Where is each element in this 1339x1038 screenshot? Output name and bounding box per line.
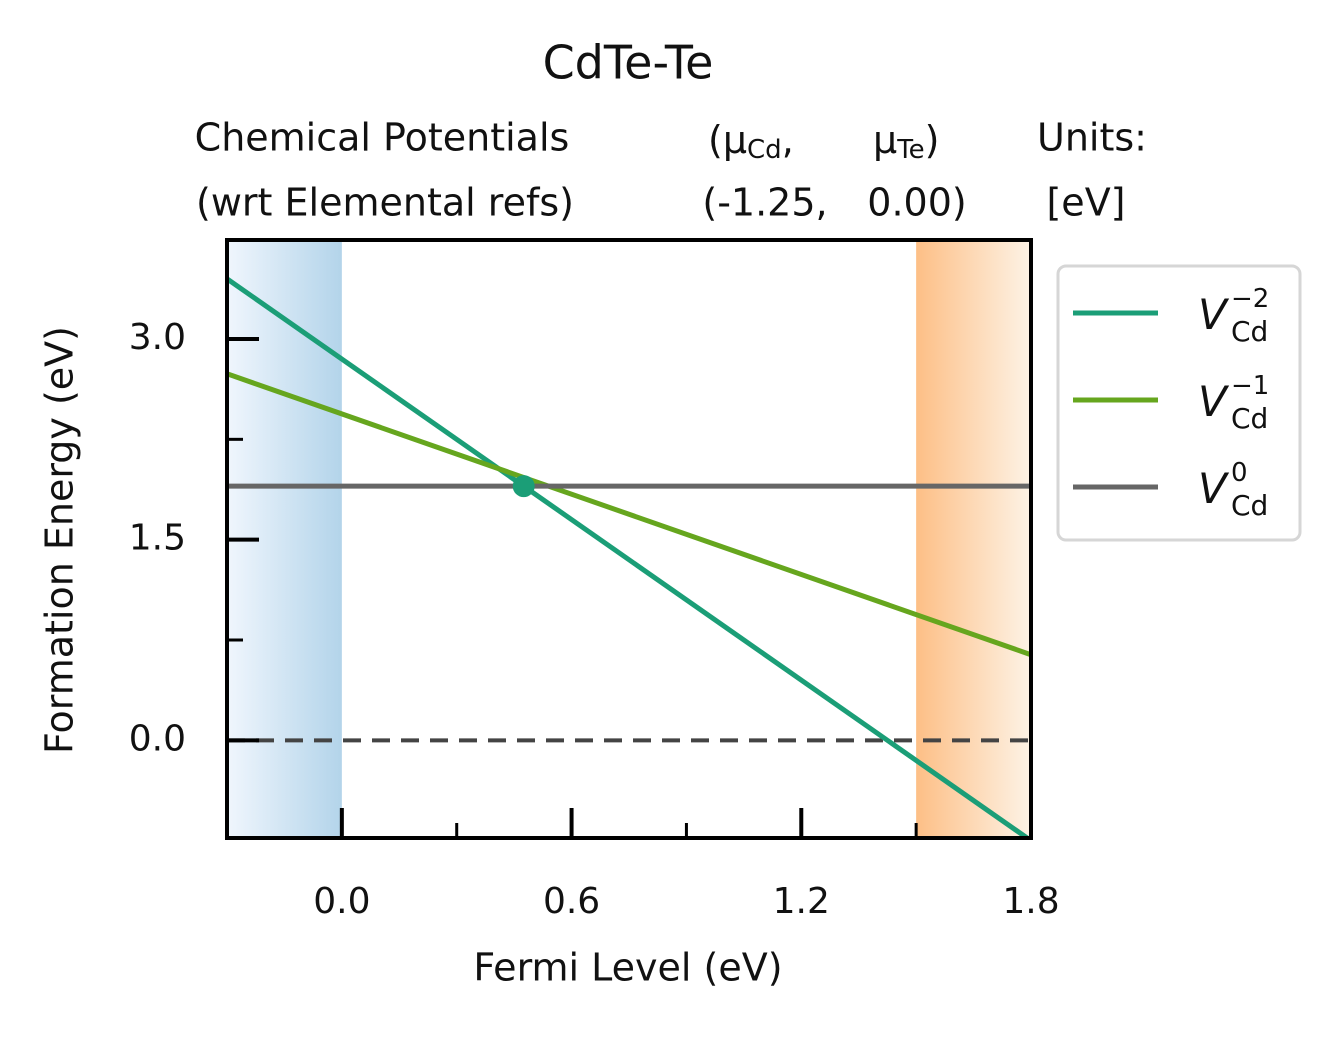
header-text: 0.00) [867,181,966,225]
axes-frame [225,238,1033,840]
series-line [227,371,1031,658]
header-text: (wrt Elemental refs) [196,181,574,225]
x-axis-label: Fermi Level (eV) [473,946,782,990]
legend [1056,264,1302,542]
header-text: μTe) [873,118,939,165]
chart-title: CdTe-Te [543,36,714,90]
x-tick-label: 1.2 [773,881,830,922]
transition-point [512,475,535,498]
header-text: (-1.25, [702,181,827,225]
x-tick-label: 1.8 [1002,881,1059,922]
header-text: Units: [1037,116,1147,160]
header-text: [eV] [1046,181,1125,225]
plot-area [227,240,1031,838]
y-tick-label: 1.5 [129,518,186,559]
cbm-region [916,240,1031,838]
series-line [227,276,1031,838]
x-tick-label: 0.6 [543,881,600,922]
x-tick-label: 0.0 [313,881,370,922]
header-text: (μCd, [708,118,794,165]
legend-label: V −1 Cd [1198,371,1269,436]
y-axis-label: Formation Energy (eV) [38,326,82,754]
axes: 0.0 0.6 1.2 1.8 0.0 1.5 3.0 [129,238,1060,922]
header-text: Chemical Potentials [195,116,570,160]
legend-entries: V −2 Cd V −1 Cd V 0 Cd [1073,284,1269,523]
legend-label: V 0 Cd [1198,458,1268,523]
legend-label: V −2 Cd [1198,284,1269,349]
y-tick-label: 0.0 [129,718,186,759]
y-tick-label: 3.0 [129,317,186,358]
